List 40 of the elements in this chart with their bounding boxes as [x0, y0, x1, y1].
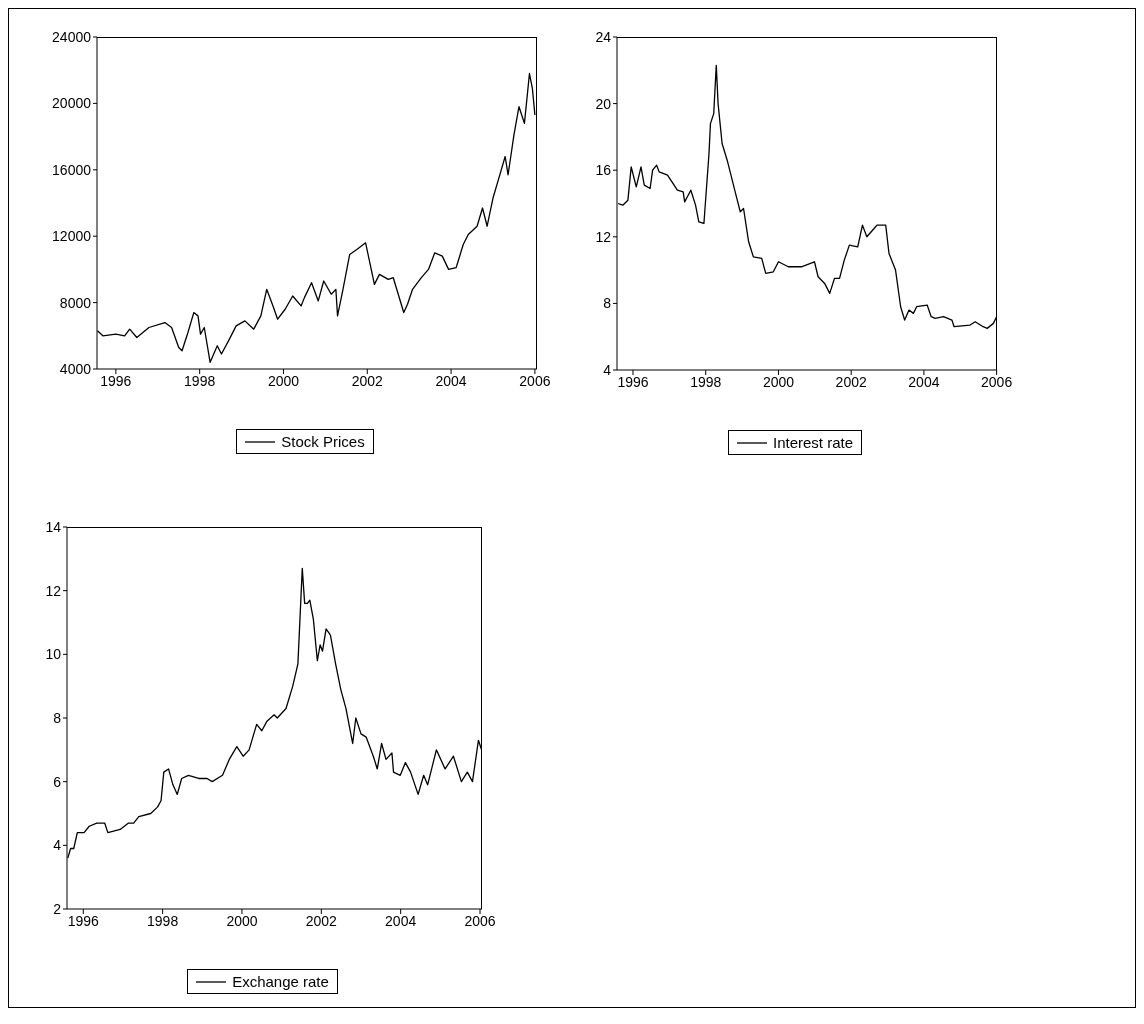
x-tick-label: 2004	[908, 373, 940, 390]
x-tick-label: 2000	[762, 373, 795, 390]
y-tick-label: 8	[53, 709, 62, 726]
x-tick-label: 1996	[67, 912, 100, 929]
y-tick-label: 4	[603, 361, 612, 378]
legend-label: Interest rate	[772, 434, 854, 451]
x-tick-label: 1998	[690, 373, 722, 390]
x-tick-label: 2000	[226, 912, 258, 929]
x-tick-label: 2002	[305, 912, 338, 929]
x-tick-label: 2000	[267, 372, 300, 389]
y-tick-label: 20000	[52, 95, 92, 112]
x-tick-label: 1998	[147, 912, 179, 929]
x-tick-label: 2002	[835, 373, 867, 390]
y-tick-label: 24000	[52, 28, 92, 45]
x-tick-label: 2006	[519, 372, 551, 389]
x-tick-label: 2006	[981, 373, 1013, 390]
y-tick-label: 16	[595, 162, 612, 179]
x-tick-label: 1996	[617, 373, 649, 390]
y-tick-label: 16000	[52, 161, 92, 178]
y-tick-label: 12000	[52, 228, 92, 245]
x-tick-label: 2004	[385, 912, 417, 929]
x-tick-label: 1996	[100, 372, 132, 389]
y-tick-label: 8000	[59, 294, 92, 311]
y-tick-label: 12	[45, 582, 62, 599]
legend-label: Exchange rate	[232, 973, 329, 990]
y-tick-label: 4	[53, 837, 62, 854]
y-tick-label: 8	[603, 295, 612, 312]
legend-label: Stock Prices	[281, 433, 365, 450]
y-tick-label: 12	[595, 228, 612, 245]
x-tick-label: 2006	[464, 912, 496, 929]
y-tick-label: 20	[595, 95, 612, 112]
x-tick-label: 2004	[435, 372, 467, 389]
y-tick-label: 14	[45, 518, 62, 535]
x-tick-label: 2002	[351, 372, 384, 389]
y-tick-label: 6	[53, 773, 62, 790]
y-tick-label: 24	[595, 28, 612, 45]
y-tick-label: 2	[53, 900, 62, 917]
x-tick-label: 1998	[184, 372, 216, 389]
y-tick-label: 4000	[59, 360, 92, 377]
y-tick-label: 10	[45, 646, 62, 663]
